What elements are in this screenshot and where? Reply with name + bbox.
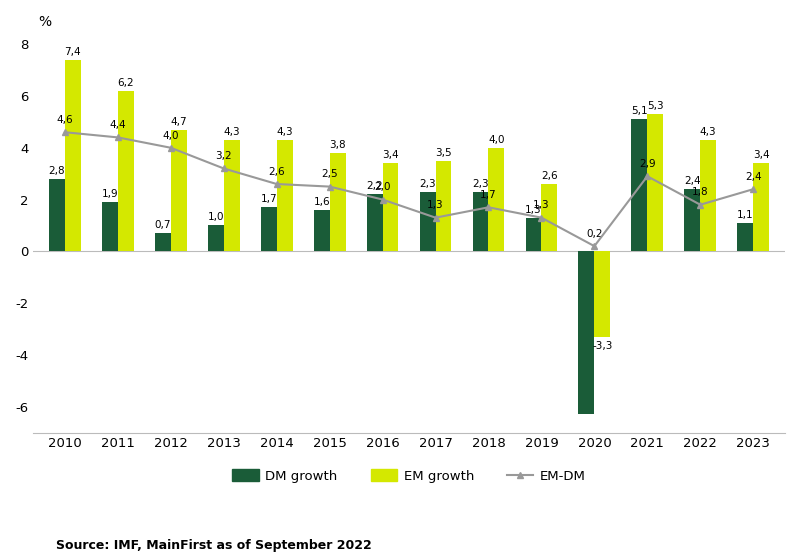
Bar — [224, 140, 240, 251]
Text: 2,3: 2,3 — [472, 179, 489, 189]
Text: 3,4: 3,4 — [382, 150, 399, 160]
Bar — [277, 140, 293, 251]
Text: 7,4: 7,4 — [65, 47, 81, 57]
Text: 2,6: 2,6 — [541, 171, 558, 181]
Text: 2,8: 2,8 — [49, 166, 66, 176]
Text: 2,9: 2,9 — [639, 159, 656, 169]
Text: %: % — [38, 14, 51, 29]
Text: 4,0: 4,0 — [162, 130, 179, 140]
Text: 3,8: 3,8 — [330, 140, 346, 150]
Bar — [330, 153, 346, 251]
Text: 3,4: 3,4 — [753, 150, 770, 160]
Text: -3,3: -3,3 — [592, 341, 613, 351]
Text: 4,3: 4,3 — [276, 127, 293, 137]
Bar — [700, 140, 716, 251]
Bar — [155, 233, 170, 251]
Text: 1,9: 1,9 — [102, 189, 118, 199]
Text: 4,0: 4,0 — [488, 135, 505, 145]
Text: 4,3: 4,3 — [223, 127, 240, 137]
Bar — [594, 251, 610, 337]
Bar — [49, 179, 65, 251]
Text: 2,4: 2,4 — [684, 176, 701, 186]
Text: 1,6: 1,6 — [314, 197, 330, 207]
Bar — [65, 60, 81, 251]
Bar — [382, 163, 398, 251]
Bar — [738, 223, 754, 251]
Text: 3,5: 3,5 — [435, 148, 452, 158]
Text: 2,6: 2,6 — [268, 166, 285, 176]
Text: 4,4: 4,4 — [110, 120, 126, 130]
Bar — [684, 189, 700, 251]
Bar — [473, 192, 489, 251]
Text: 2,0: 2,0 — [374, 182, 391, 192]
Text: 2,2: 2,2 — [366, 181, 383, 191]
Text: 5,3: 5,3 — [647, 101, 663, 111]
Bar — [118, 91, 134, 251]
Bar — [526, 218, 542, 251]
Bar — [170, 130, 186, 251]
Text: 1,7: 1,7 — [480, 190, 497, 200]
Text: 3,2: 3,2 — [215, 151, 232, 161]
Bar — [542, 184, 558, 251]
Text: 2,5: 2,5 — [322, 169, 338, 179]
Bar — [208, 225, 224, 251]
Text: 4,6: 4,6 — [57, 115, 73, 125]
Bar — [261, 208, 277, 251]
Text: 4,7: 4,7 — [170, 117, 187, 127]
Bar — [102, 202, 118, 251]
Text: 1,3: 1,3 — [427, 200, 444, 210]
Bar — [366, 194, 382, 251]
Text: 6,2: 6,2 — [118, 78, 134, 88]
Bar — [754, 163, 769, 251]
Text: 2,4: 2,4 — [745, 172, 762, 182]
Text: 1,7: 1,7 — [261, 194, 277, 204]
Legend: DM growth, EM growth, EM-DM: DM growth, EM growth, EM-DM — [227, 464, 591, 488]
Text: 1,8: 1,8 — [692, 188, 709, 198]
Text: 5,1: 5,1 — [631, 106, 648, 116]
Text: 1,3: 1,3 — [525, 205, 542, 215]
Text: 1,1: 1,1 — [737, 210, 754, 220]
Text: 1,3: 1,3 — [533, 200, 550, 210]
Bar — [489, 148, 504, 251]
Text: 0,2: 0,2 — [586, 229, 602, 239]
Bar — [631, 119, 647, 251]
Text: Source: IMF, MainFirst as of September 2022: Source: IMF, MainFirst as of September 2… — [56, 539, 372, 552]
Bar — [435, 161, 451, 251]
Text: 2,3: 2,3 — [419, 179, 436, 189]
Bar — [647, 114, 663, 251]
Text: 4,3: 4,3 — [700, 127, 717, 137]
Bar — [578, 251, 594, 415]
Text: 1,0: 1,0 — [207, 213, 224, 223]
Bar — [420, 192, 435, 251]
Bar — [314, 210, 330, 251]
Text: 0,7: 0,7 — [154, 220, 171, 230]
